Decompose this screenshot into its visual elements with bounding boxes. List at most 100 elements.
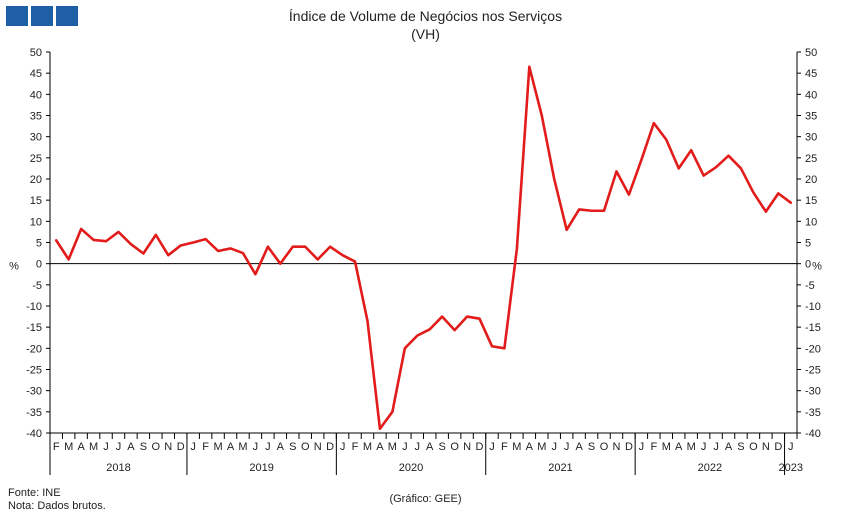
x-month-label: J <box>190 441 196 453</box>
x-month-label: N <box>164 441 172 453</box>
x-month-label: O <box>152 441 161 453</box>
x-month-label: M <box>512 441 521 453</box>
x-month-label: J <box>564 441 570 453</box>
y-tick-label-left: -30 <box>26 386 42 398</box>
x-month-label: N <box>612 441 620 453</box>
y-tick-label-left: -35 <box>26 407 42 419</box>
y-tick-label-left: -15 <box>26 322 42 334</box>
x-month-label: A <box>426 441 434 453</box>
y-tick-label-left: 15 <box>30 195 42 207</box>
x-month-label: A <box>227 441 235 453</box>
y-tick-label-right: -20 <box>805 343 821 355</box>
y-unit-label-right: % <box>812 261 822 273</box>
x-month-label: M <box>363 441 372 453</box>
y-tick-label-right: 25 <box>805 153 817 165</box>
y-unit-label-left: % <box>9 261 19 273</box>
x-year-label: 2019 <box>249 462 273 474</box>
x-month-label: A <box>127 441 135 453</box>
y-tick-label-right: -35 <box>805 407 821 419</box>
y-tick-label-left: -25 <box>26 365 42 377</box>
y-tick-label-right: 0 <box>805 259 811 271</box>
y-tick-label-right: 15 <box>805 195 817 207</box>
x-month-label: O <box>301 441 310 453</box>
x-month-label: D <box>774 441 782 453</box>
y-tick-label-left: 35 <box>30 111 42 123</box>
x-month-label: D <box>476 441 484 453</box>
x-month-label: O <box>749 441 758 453</box>
x-month-label: M <box>662 441 671 453</box>
x-month-label: S <box>588 441 595 453</box>
y-tick-label-right: -30 <box>805 386 821 398</box>
x-month-label: J <box>713 441 719 453</box>
x-month-label: O <box>600 441 609 453</box>
y-tick-label-left: 25 <box>30 153 42 165</box>
x-month-label: N <box>463 441 471 453</box>
y-tick-label-left: -5 <box>32 280 42 292</box>
x-month-label: A <box>725 441 733 453</box>
x-month-label: A <box>376 441 384 453</box>
y-tick-label-right: 5 <box>805 238 811 250</box>
x-month-label: J <box>415 441 421 453</box>
x-year-label: 2021 <box>548 462 572 474</box>
y-tick-label-right: 30 <box>805 132 817 144</box>
x-month-label: F <box>352 441 359 453</box>
x-month-label: M <box>238 441 247 453</box>
x-month-label: O <box>450 441 459 453</box>
y-tick-label-right: 20 <box>805 174 817 186</box>
source-note: Fonte: INE <box>8 487 61 499</box>
x-month-label: J <box>116 441 122 453</box>
series-line <box>54 65 793 431</box>
x-month-label: N <box>762 441 770 453</box>
y-tick-label-left: -20 <box>26 343 42 355</box>
x-month-label: N <box>314 441 322 453</box>
x-month-label: J <box>489 441 495 453</box>
x-month-label: S <box>289 441 296 453</box>
x-month-label: S <box>439 441 446 453</box>
x-month-label: J <box>788 441 794 453</box>
y-tick-label-right: -25 <box>805 365 821 377</box>
x-month-label: A <box>675 441 683 453</box>
x-year-label: 2022 <box>698 462 722 474</box>
x-month-label: J <box>402 441 408 453</box>
x-month-label: J <box>701 441 707 453</box>
y-tick-label-left: 40 <box>30 89 42 101</box>
y-tick-label-left: 30 <box>30 132 42 144</box>
x-year-label: 2023 <box>779 462 803 474</box>
y-tick-label-left: 50 <box>30 47 42 59</box>
x-month-label: M <box>537 441 546 453</box>
x-month-label: F <box>501 441 508 453</box>
x-month-label: M <box>388 441 397 453</box>
logo-block <box>31 6 53 26</box>
y-tick-label-right: 40 <box>805 89 817 101</box>
logo-block <box>56 6 78 26</box>
y-tick-label-right: -5 <box>805 280 815 292</box>
x-month-label: F <box>650 441 657 453</box>
y-tick-label-right: -10 <box>805 301 821 313</box>
y-tick-label-left: 45 <box>30 68 42 80</box>
chart-credit: (Gráfico: GEE) <box>389 493 462 505</box>
y-tick-label-left: 0 <box>36 259 42 271</box>
y-tick-label-right: 50 <box>805 47 817 59</box>
x-month-label: D <box>326 441 334 453</box>
x-month-label: A <box>575 441 583 453</box>
y-tick-label-right: 45 <box>805 68 817 80</box>
x-month-label: M <box>89 441 98 453</box>
x-month-label: A <box>77 441 85 453</box>
x-month-label: J <box>253 441 259 453</box>
x-year-label: 2018 <box>106 462 130 474</box>
y-tick-label-left: -40 <box>26 428 42 440</box>
y-tick-label-left: 20 <box>30 174 42 186</box>
x-month-label: A <box>277 441 285 453</box>
x-month-label: M <box>213 441 222 453</box>
x-month-label: J <box>103 441 109 453</box>
data-note: Nota: Dados brutos. <box>8 500 106 512</box>
x-month-label: J <box>265 441 271 453</box>
x-month-label: D <box>625 441 633 453</box>
chart-title: Índice de Volume de Negócios nos Serviço… <box>288 8 563 24</box>
x-month-label: D <box>177 441 185 453</box>
y-tick-label-left: -10 <box>26 301 42 313</box>
y-tick-label-right: -15 <box>805 322 821 334</box>
y-tick-label-right: -40 <box>805 428 821 440</box>
x-month-label: J <box>639 441 645 453</box>
